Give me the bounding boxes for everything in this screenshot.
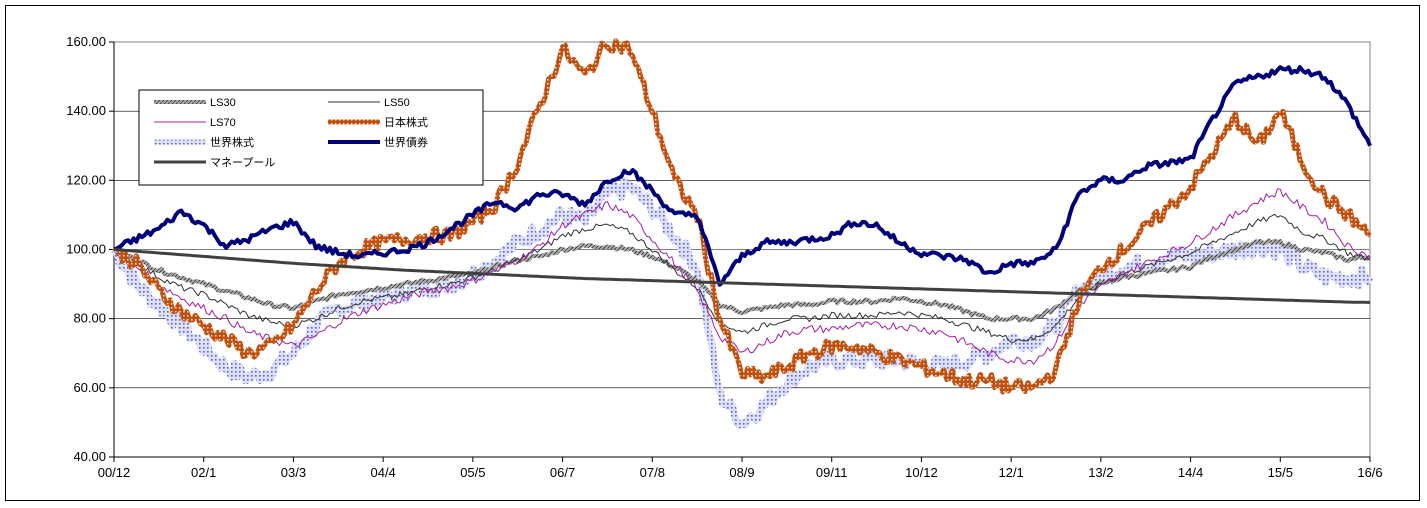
legend-label-LS50: LS50 — [384, 97, 410, 109]
x-tick-label: 08/9 — [729, 465, 754, 480]
legend-label-世界債券: 世界債券 — [384, 135, 428, 149]
x-tick-label: 16/6 — [1357, 465, 1382, 480]
chart-frame: 40.00 60.00 80.00 100.00 120.00 140.00 160.00 0… — [5, 5, 1420, 501]
line-chart: 40.00 60.00 80.00 100.00 120.00 140.00 160.00 0… — [66, 34, 1382, 480]
series-line-世界債券 — [113, 65, 1372, 287]
series-lines — [111, 38, 1373, 429]
x-tick-label: 15/5 — [1268, 465, 1293, 480]
series-line-世界株式 — [111, 177, 1373, 429]
x-tick-label: 04/4 — [370, 465, 395, 480]
y-tick-label: 100.00 — [66, 242, 106, 257]
series-line-LS70 — [113, 188, 1371, 365]
y-tick-label: 60.00 — [73, 380, 106, 395]
x-tick-label: 13/2 — [1088, 465, 1113, 480]
legend-label-日本株式: 日本株式 — [384, 115, 428, 129]
y-tick-label: 80.00 — [73, 311, 106, 326]
x-tick-label: 05/5 — [460, 465, 485, 480]
x-tick-label: 14/4 — [1178, 465, 1203, 480]
y-tick-label: 160.00 — [66, 34, 106, 49]
x-tick-label: 09/11 — [816, 465, 848, 480]
legend-label-マネープール: マネープール — [210, 156, 275, 169]
x-tick-label: 02/1 — [191, 465, 216, 480]
series-line-LS50 — [113, 213, 1371, 343]
y-tick-label: 120.00 — [66, 172, 106, 187]
series-line-日本株式 — [112, 38, 1372, 395]
legend-label-LS30: LS30 — [210, 97, 236, 109]
legend-label-世界株式: 世界株式 — [210, 135, 254, 149]
x-tick-label: 10/12 — [905, 465, 938, 480]
series-line-LS30 — [112, 238, 1372, 323]
x-tick-label: 12/1 — [998, 465, 1023, 480]
x-tick-label: 03/3 — [281, 465, 306, 480]
series-line-マネープール — [113, 248, 1370, 304]
x-tick-label: 07/8 — [640, 465, 665, 480]
y-tick-label: 40.00 — [73, 449, 106, 464]
axes: 40.00 60.00 80.00 100.00 120.00 140.00 160.00 0… — [66, 34, 1382, 480]
legend-label-LS70: LS70 — [210, 117, 236, 129]
x-tick-label: 06/7 — [550, 465, 575, 480]
legend-box — [138, 89, 484, 186]
y-tick-label: 140.00 — [66, 103, 106, 118]
x-tick-label: 00/12 — [98, 465, 131, 480]
